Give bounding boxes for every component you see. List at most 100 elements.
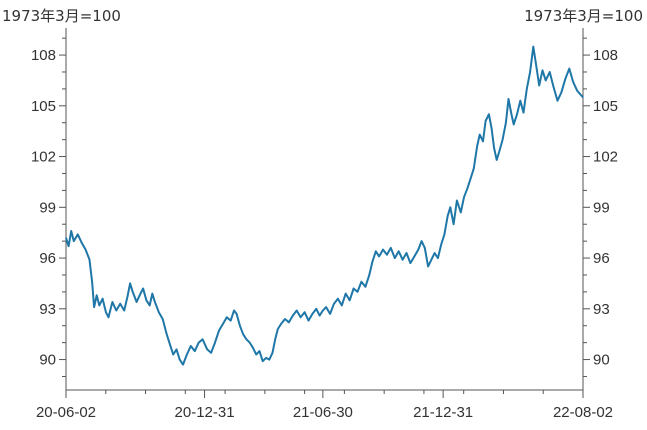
- data-point: [360, 281, 362, 283]
- data-point: [93, 306, 95, 308]
- data-point: [70, 230, 72, 232]
- data-point: [427, 265, 429, 268]
- data-point: [96, 294, 98, 296]
- y-tick-label-right: 90: [593, 352, 610, 369]
- chart-axes: [65, 28, 584, 391]
- y-axis-unit-right: 1973年3月=100: [524, 7, 643, 25]
- data-point: [145, 299, 147, 301]
- data-point: [202, 338, 204, 340]
- data-point: [280, 323, 282, 325]
- y-tick-label-left: 102: [31, 149, 56, 166]
- series-line: [65, 45, 584, 366]
- data-point: [510, 112, 512, 114]
- chart-series: [65, 45, 584, 366]
- data-point: [105, 311, 107, 313]
- data-point: [322, 309, 324, 312]
- data-point: [485, 120, 487, 122]
- data-point: [507, 98, 510, 100]
- data-point: [375, 250, 377, 252]
- data-point: [505, 122, 507, 124]
- data-point: [582, 96, 584, 98]
- data-point: [493, 147, 495, 149]
- y-tick-label-left: 93: [39, 301, 56, 318]
- data-point: [85, 249, 87, 251]
- y-axis-unit-left: 1973年3月=100: [2, 7, 121, 25]
- data-point: [179, 359, 181, 361]
- data-point: [409, 262, 411, 264]
- data-point: [463, 196, 465, 198]
- data-point: [402, 259, 404, 261]
- data-point: [572, 81, 574, 83]
- data-point: [394, 257, 396, 259]
- data-point: [136, 301, 138, 303]
- data-point: [102, 298, 104, 300]
- data-point: [421, 240, 423, 242]
- data-point: [115, 309, 117, 312]
- data-point: [271, 352, 274, 354]
- data-point: [198, 342, 200, 344]
- data-point: [356, 291, 359, 293]
- data-point: [502, 139, 504, 141]
- data-point: [255, 353, 257, 356]
- data-point: [440, 243, 442, 246]
- data-point: [172, 353, 174, 356]
- data-point: [349, 299, 351, 301]
- y-tick-label-right: 96: [593, 250, 610, 267]
- data-point: [77, 233, 79, 235]
- data-point: [443, 233, 445, 235]
- data-point: [166, 333, 168, 335]
- data-point: [154, 301, 156, 303]
- y-tick-label-right: 108: [593, 47, 618, 64]
- data-point: [194, 350, 196, 352]
- data-point: [549, 71, 551, 73]
- y-tick-label-right: 102: [593, 149, 618, 166]
- data-point: [368, 274, 370, 276]
- data-point: [296, 309, 298, 312]
- y-tick-label-right: 93: [593, 301, 610, 318]
- data-point: [532, 46, 534, 48]
- data-point: [337, 298, 339, 300]
- data-point: [447, 215, 449, 217]
- data-point: [541, 69, 544, 71]
- data-point: [378, 255, 380, 257]
- data-point: [498, 150, 500, 153]
- data-point: [210, 352, 212, 354]
- data-point: [300, 316, 302, 318]
- data-point: [390, 247, 392, 249]
- x-tick-label: 20-12-31: [175, 404, 235, 421]
- data-point: [424, 247, 426, 249]
- data-point: [516, 113, 518, 115]
- x-tick-label: 20-06-02: [36, 404, 96, 421]
- data-point: [526, 88, 528, 90]
- data-point: [288, 321, 290, 323]
- x-tick-label: 21-12-31: [413, 404, 473, 421]
- data-point: [482, 140, 484, 142]
- data-point: [479, 134, 481, 136]
- data-point: [386, 254, 388, 256]
- data-point: [98, 304, 100, 306]
- data-point: [307, 320, 310, 322]
- data-point: [417, 249, 419, 251]
- data-point: [329, 313, 331, 315]
- data-point: [470, 178, 472, 180]
- data-point: [311, 313, 313, 315]
- data-point: [535, 62, 537, 65]
- data-point: [371, 260, 374, 262]
- data-point: [315, 308, 317, 310]
- data-point: [556, 100, 559, 102]
- data-point: [341, 304, 343, 306]
- data-point: [142, 287, 144, 290]
- data-point: [476, 145, 478, 147]
- data-point: [245, 338, 247, 340]
- data-point: [242, 333, 244, 335]
- data-point: [190, 345, 192, 347]
- data-point: [265, 357, 267, 359]
- data-point: [430, 259, 432, 261]
- x-tick-label: 22-08-02: [553, 404, 613, 421]
- data-point: [576, 90, 578, 92]
- data-point: [473, 167, 475, 169]
- data-point: [119, 303, 121, 305]
- data-point: [284, 318, 286, 320]
- data-point: [292, 315, 294, 317]
